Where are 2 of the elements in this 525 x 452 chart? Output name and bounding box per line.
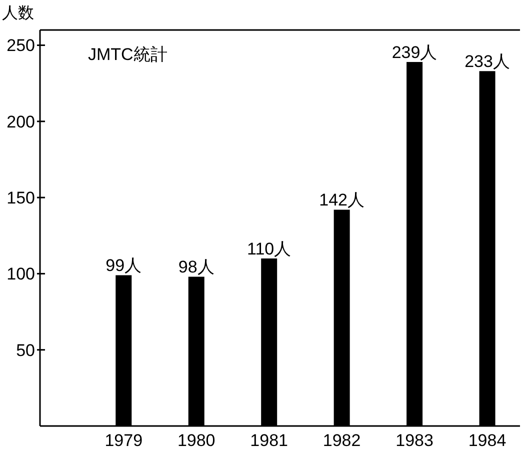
y-axis-title: 人数	[2, 5, 34, 22]
annotation: JMTC統計	[88, 45, 168, 64]
